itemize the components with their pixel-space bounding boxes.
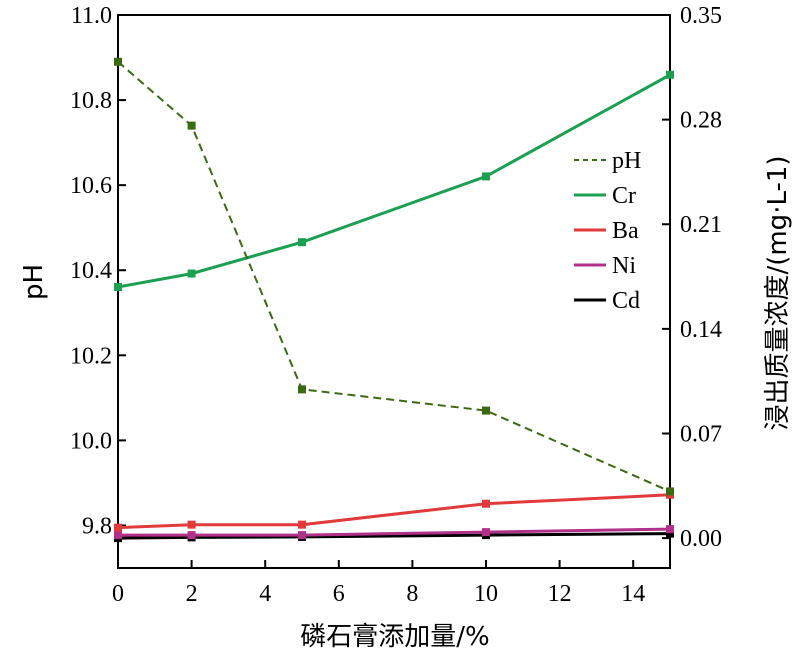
series-ba-point — [187, 520, 196, 529]
x-tick-label: 14 — [621, 581, 645, 607]
legend: pH Cr Ba Ni Cd — [574, 148, 641, 314]
right-y-tick-label: 0.14 — [680, 317, 722, 343]
series-ph-point — [114, 57, 122, 66]
legend-label-cr: Cr — [612, 183, 636, 209]
left-y-tick-label: 11.0 — [71, 3, 112, 29]
series-ph-point — [666, 487, 674, 496]
series-cr-point — [666, 70, 674, 79]
right-y-tick-label: 0.00 — [680, 526, 722, 552]
series-ni-point — [114, 531, 122, 540]
series-ph-point — [298, 385, 306, 394]
plot-frame — [117, 14, 671, 569]
left-y-tick-label: 9.8 — [82, 513, 112, 539]
legend-label-cd: Cd — [612, 288, 640, 314]
left-y-axis-title: pH — [19, 264, 49, 300]
series-ni-point — [666, 525, 674, 534]
left-y-tick-label: 10.4 — [70, 258, 112, 284]
left-y-tick-label: 10.0 — [70, 428, 112, 454]
right-y-tick-label: 0.07 — [680, 421, 722, 447]
right-y-axis-title: 浸出质量浓度/(mg·L-1) — [763, 155, 793, 430]
series-ba-line — [117, 493, 671, 530]
plot-border — [117, 14, 671, 569]
series-cr-point — [482, 172, 490, 181]
right-y-axis-ticks: 0.00 0.07 0.14 0.21 0.28 0.35 — [662, 3, 722, 552]
left-y-axis-ticks: 9.8 10.0 10.2 10.4 10.6 10.8 11.0 — [70, 3, 126, 539]
x-tick-label: 2 — [186, 581, 198, 607]
x-tick-label: 10 — [474, 581, 498, 607]
series-layer — [114, 57, 674, 543]
right-y-tick-label: 0.21 — [680, 212, 722, 238]
series-ba-point — [482, 499, 490, 508]
x-tick-label: 12 — [548, 581, 572, 607]
series-cr-point — [114, 283, 122, 292]
x-tick-label: 8 — [406, 581, 418, 607]
series-cr-line — [117, 73, 671, 289]
series-cr-point — [187, 269, 196, 278]
x-axis-ticks: 0 2 4 6 8 10 12 14 — [112, 560, 645, 607]
series-cr — [114, 70, 674, 292]
series-cr-point — [298, 238, 306, 247]
right-y-tick-label: 0.35 — [680, 3, 722, 29]
series-ph-point — [482, 406, 490, 415]
legend-label-ni: Ni — [612, 253, 636, 279]
series-ph-point — [187, 121, 196, 130]
right-y-tick-label: 0.28 — [680, 108, 722, 134]
legend-label-ba: Ba — [612, 218, 639, 244]
series-cd-point — [666, 529, 674, 538]
series-ni-point — [482, 528, 490, 537]
x-tick-label: 0 — [112, 581, 124, 607]
series-ba — [114, 490, 674, 532]
legend-label-ph: pH — [612, 148, 641, 174]
series-ni-point — [298, 531, 306, 540]
series-ph-line — [117, 61, 671, 493]
x-tick-label: 4 — [259, 581, 271, 607]
series-ba-point — [298, 520, 306, 529]
left-y-tick-label: 10.2 — [70, 343, 112, 369]
x-tick-label: 6 — [333, 581, 345, 607]
series-ni — [114, 525, 674, 540]
series-ni-point — [187, 531, 196, 540]
x-axis-title: 磷石膏添加量/% — [300, 622, 489, 652]
series-ba-point — [114, 523, 122, 532]
series-ph — [114, 57, 674, 496]
left-y-tick-label: 10.8 — [70, 88, 112, 114]
left-y-tick-label: 10.6 — [70, 173, 112, 199]
